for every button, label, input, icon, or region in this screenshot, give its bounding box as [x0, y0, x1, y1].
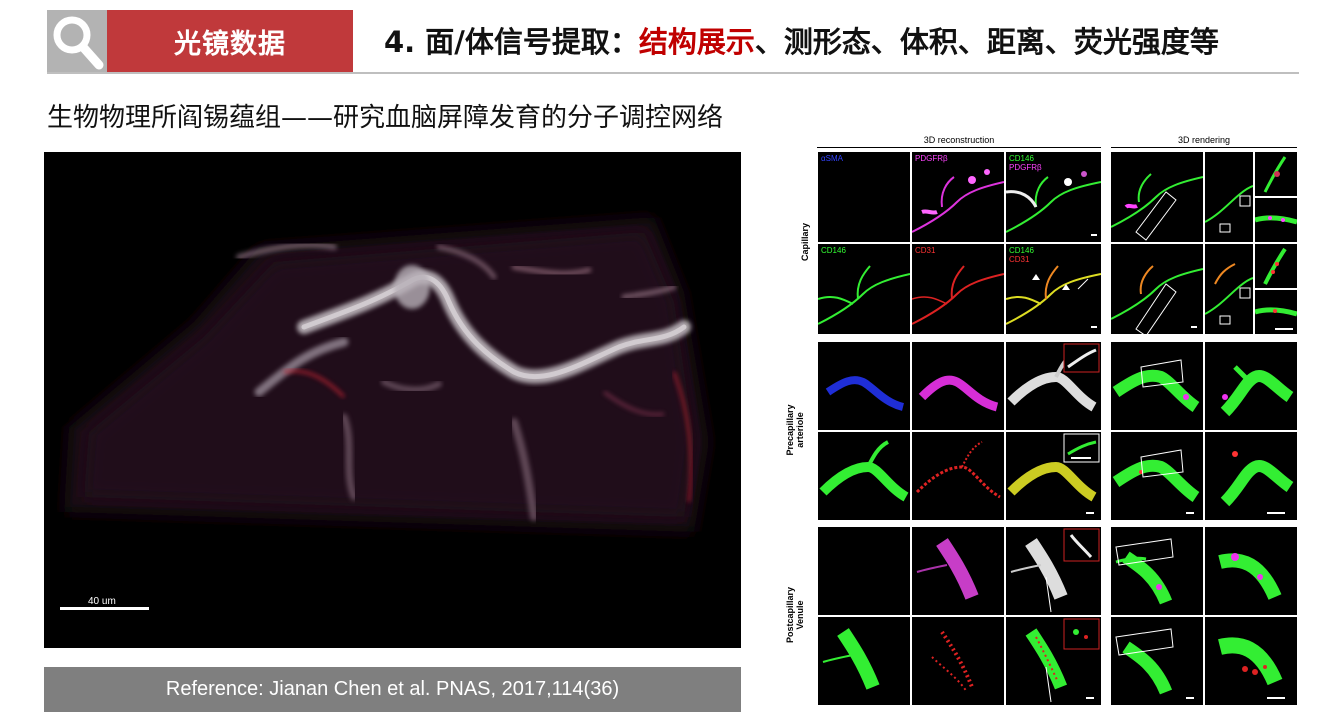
scale-bar: [1267, 512, 1285, 514]
search-icon: [53, 16, 104, 70]
panel-venule-merge-2: [1006, 617, 1101, 705]
panel-zoom-2b: [1255, 290, 1297, 334]
figure-panel-grid: 3D reconstruction 3D rendering Capillary…: [785, 130, 1331, 726]
title-prefix: 4. 面/体信号提取：: [384, 25, 639, 59]
panel-render-2a: [1111, 244, 1203, 334]
channel-label: CD146: [821, 246, 846, 255]
panel-render-1a: [1111, 152, 1203, 242]
title-suffix: 、测形态、体积、距离、荧光强度等: [754, 25, 1219, 59]
reference-citation: Reference: Jianan Chen et al. PNAS, 2017…: [44, 667, 741, 712]
row-label-capillary: Capillary: [800, 222, 810, 262]
panel-arteriole-pdgfrb: [912, 342, 1004, 430]
panel-venule-render-2: [1205, 527, 1297, 615]
channel-label: αSMA: [821, 154, 843, 163]
header-divider: [47, 72, 1299, 74]
channel-label: CD146 CD31: [1009, 246, 1034, 264]
scale-bar: [1275, 328, 1293, 330]
channel-label: CD31: [915, 246, 936, 255]
row-label-arteriole: Precapillary arteriole: [785, 404, 805, 456]
panel-render-2b: [1205, 244, 1253, 334]
panel-arteriole-render-2: [1205, 342, 1297, 430]
panel-venule-render-4: [1205, 617, 1297, 705]
panel-arteriole-asma: [818, 342, 910, 430]
panel-arteriole-merge-2: [1006, 432, 1101, 520]
page-title: 4. 面/体信号提取：结构展示、测形态、体积、距离、荧光强度等: [384, 18, 1219, 66]
panel-merge-cd146-cd31: CD146 CD31: [1006, 244, 1101, 334]
panel-arteriole-cd146: [818, 432, 910, 520]
panel-venule-render-1: [1111, 527, 1203, 615]
col-header-line: [817, 147, 1101, 148]
col-header-reconstruction: 3D reconstruction: [923, 135, 995, 145]
channel-label: PDGFRβ: [915, 154, 948, 163]
slide-subtitle: 生物物理所阎锡蕴组——研究血脑屏障发育的分子调控网络: [47, 103, 724, 133]
panel-pdgfrb: PDGFRβ: [912, 152, 1004, 242]
panel-venule-cd146: [818, 617, 910, 705]
panel-arteriole-render-3: [1111, 432, 1203, 520]
channel-label: CD146 PDGFRβ: [1009, 154, 1042, 172]
panel-merge-cd146-pdgfrb: CD146 PDGFRβ: [1006, 152, 1101, 242]
panel-venule-asma: [818, 527, 910, 615]
panel-zoom-1a: [1255, 152, 1297, 196]
col-header-line: [1111, 147, 1297, 148]
scale-bar: [1267, 697, 1285, 699]
panel-cd31: CD31: [912, 244, 1004, 334]
panel-asma: αSMA: [818, 152, 910, 242]
panel-venule-merge-1: [1006, 527, 1101, 615]
panel-venule-pdgfrb: [912, 527, 1004, 615]
panel-arteriole-render-4: [1205, 432, 1297, 520]
panel-zoom-1b: [1255, 198, 1297, 242]
panel-arteriole-cd31: [912, 432, 1004, 520]
panel-venule-cd31: [912, 617, 1004, 705]
panel-venule-render-3: [1111, 617, 1203, 705]
panel-cd146: CD146: [818, 244, 910, 334]
col-header-rendering: 3D rendering: [1177, 135, 1231, 145]
panel-arteriole-render-1: [1111, 342, 1203, 430]
search-icon-box: [47, 10, 107, 72]
panel-render-1b: [1205, 152, 1253, 242]
panel-arteriole-merge-1: [1006, 342, 1101, 430]
title-highlight: 结构展示: [638, 25, 755, 59]
row-label-venule: Postcapillary Venule: [785, 586, 805, 644]
scale-bar-label: 40 um: [88, 596, 116, 607]
panel-zoom-2a: [1255, 244, 1297, 288]
micrograph-image: 40 um: [44, 152, 741, 648]
section-label: 光镜数据: [107, 10, 353, 72]
